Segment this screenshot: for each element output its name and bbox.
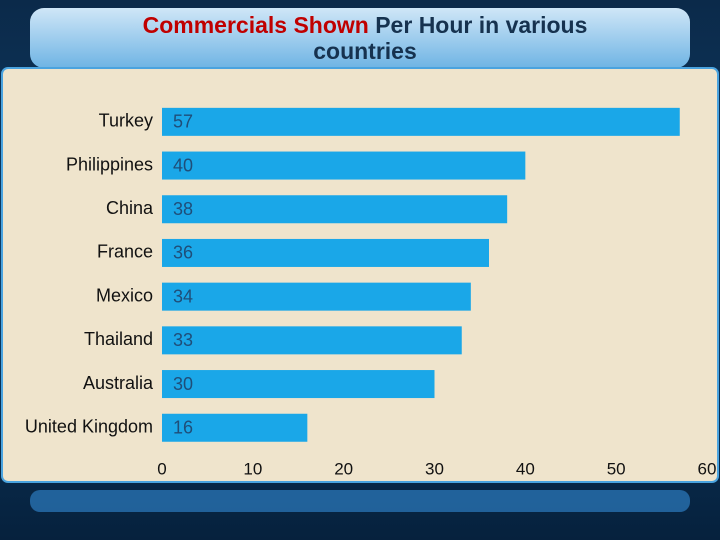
value-label: 30 — [173, 374, 193, 394]
bar — [162, 326, 462, 355]
value-label: 40 — [173, 155, 193, 175]
title-band — [30, 8, 690, 68]
value-label: 57 — [173, 112, 193, 132]
x-tick-label: 40 — [516, 459, 535, 478]
value-label: 38 — [173, 199, 193, 219]
bar — [162, 107, 680, 136]
value-label: 34 — [173, 286, 193, 306]
bar — [162, 370, 435, 399]
y-tick-label: United Kingdom — [25, 417, 153, 437]
value-label: 36 — [173, 243, 193, 263]
title-part: Per Hour in various — [375, 12, 587, 38]
y-tick-label: Turkey — [99, 111, 153, 131]
y-tick-label: Thailand — [84, 329, 153, 349]
y-tick-label: Philippines — [66, 154, 153, 174]
y-tick-label: Mexico — [96, 285, 153, 305]
chart-title: Commercials Shown Per Hour in various — [143, 12, 588, 38]
y-tick-label: China — [106, 198, 154, 218]
x-tick-label: 20 — [334, 459, 353, 478]
bar — [162, 413, 308, 442]
x-tick-label: 0 — [157, 459, 166, 478]
bar — [162, 151, 526, 180]
bar — [162, 238, 489, 267]
value-label: 16 — [173, 418, 193, 438]
y-tick-label: France — [97, 242, 153, 262]
value-label: 33 — [173, 330, 193, 350]
chart-title: countries — [313, 38, 417, 64]
x-tick-label: 50 — [607, 459, 626, 478]
x-tick-label: 10 — [243, 459, 262, 478]
x-tick-label: 60 — [698, 459, 717, 478]
title-part: countries — [313, 38, 417, 64]
title-part: Commercials Shown — [143, 12, 369, 38]
bar — [162, 195, 508, 224]
footer-band — [30, 490, 690, 512]
bar — [162, 282, 471, 311]
x-tick-label: 30 — [425, 459, 444, 478]
y-tick-label: Australia — [83, 373, 154, 393]
